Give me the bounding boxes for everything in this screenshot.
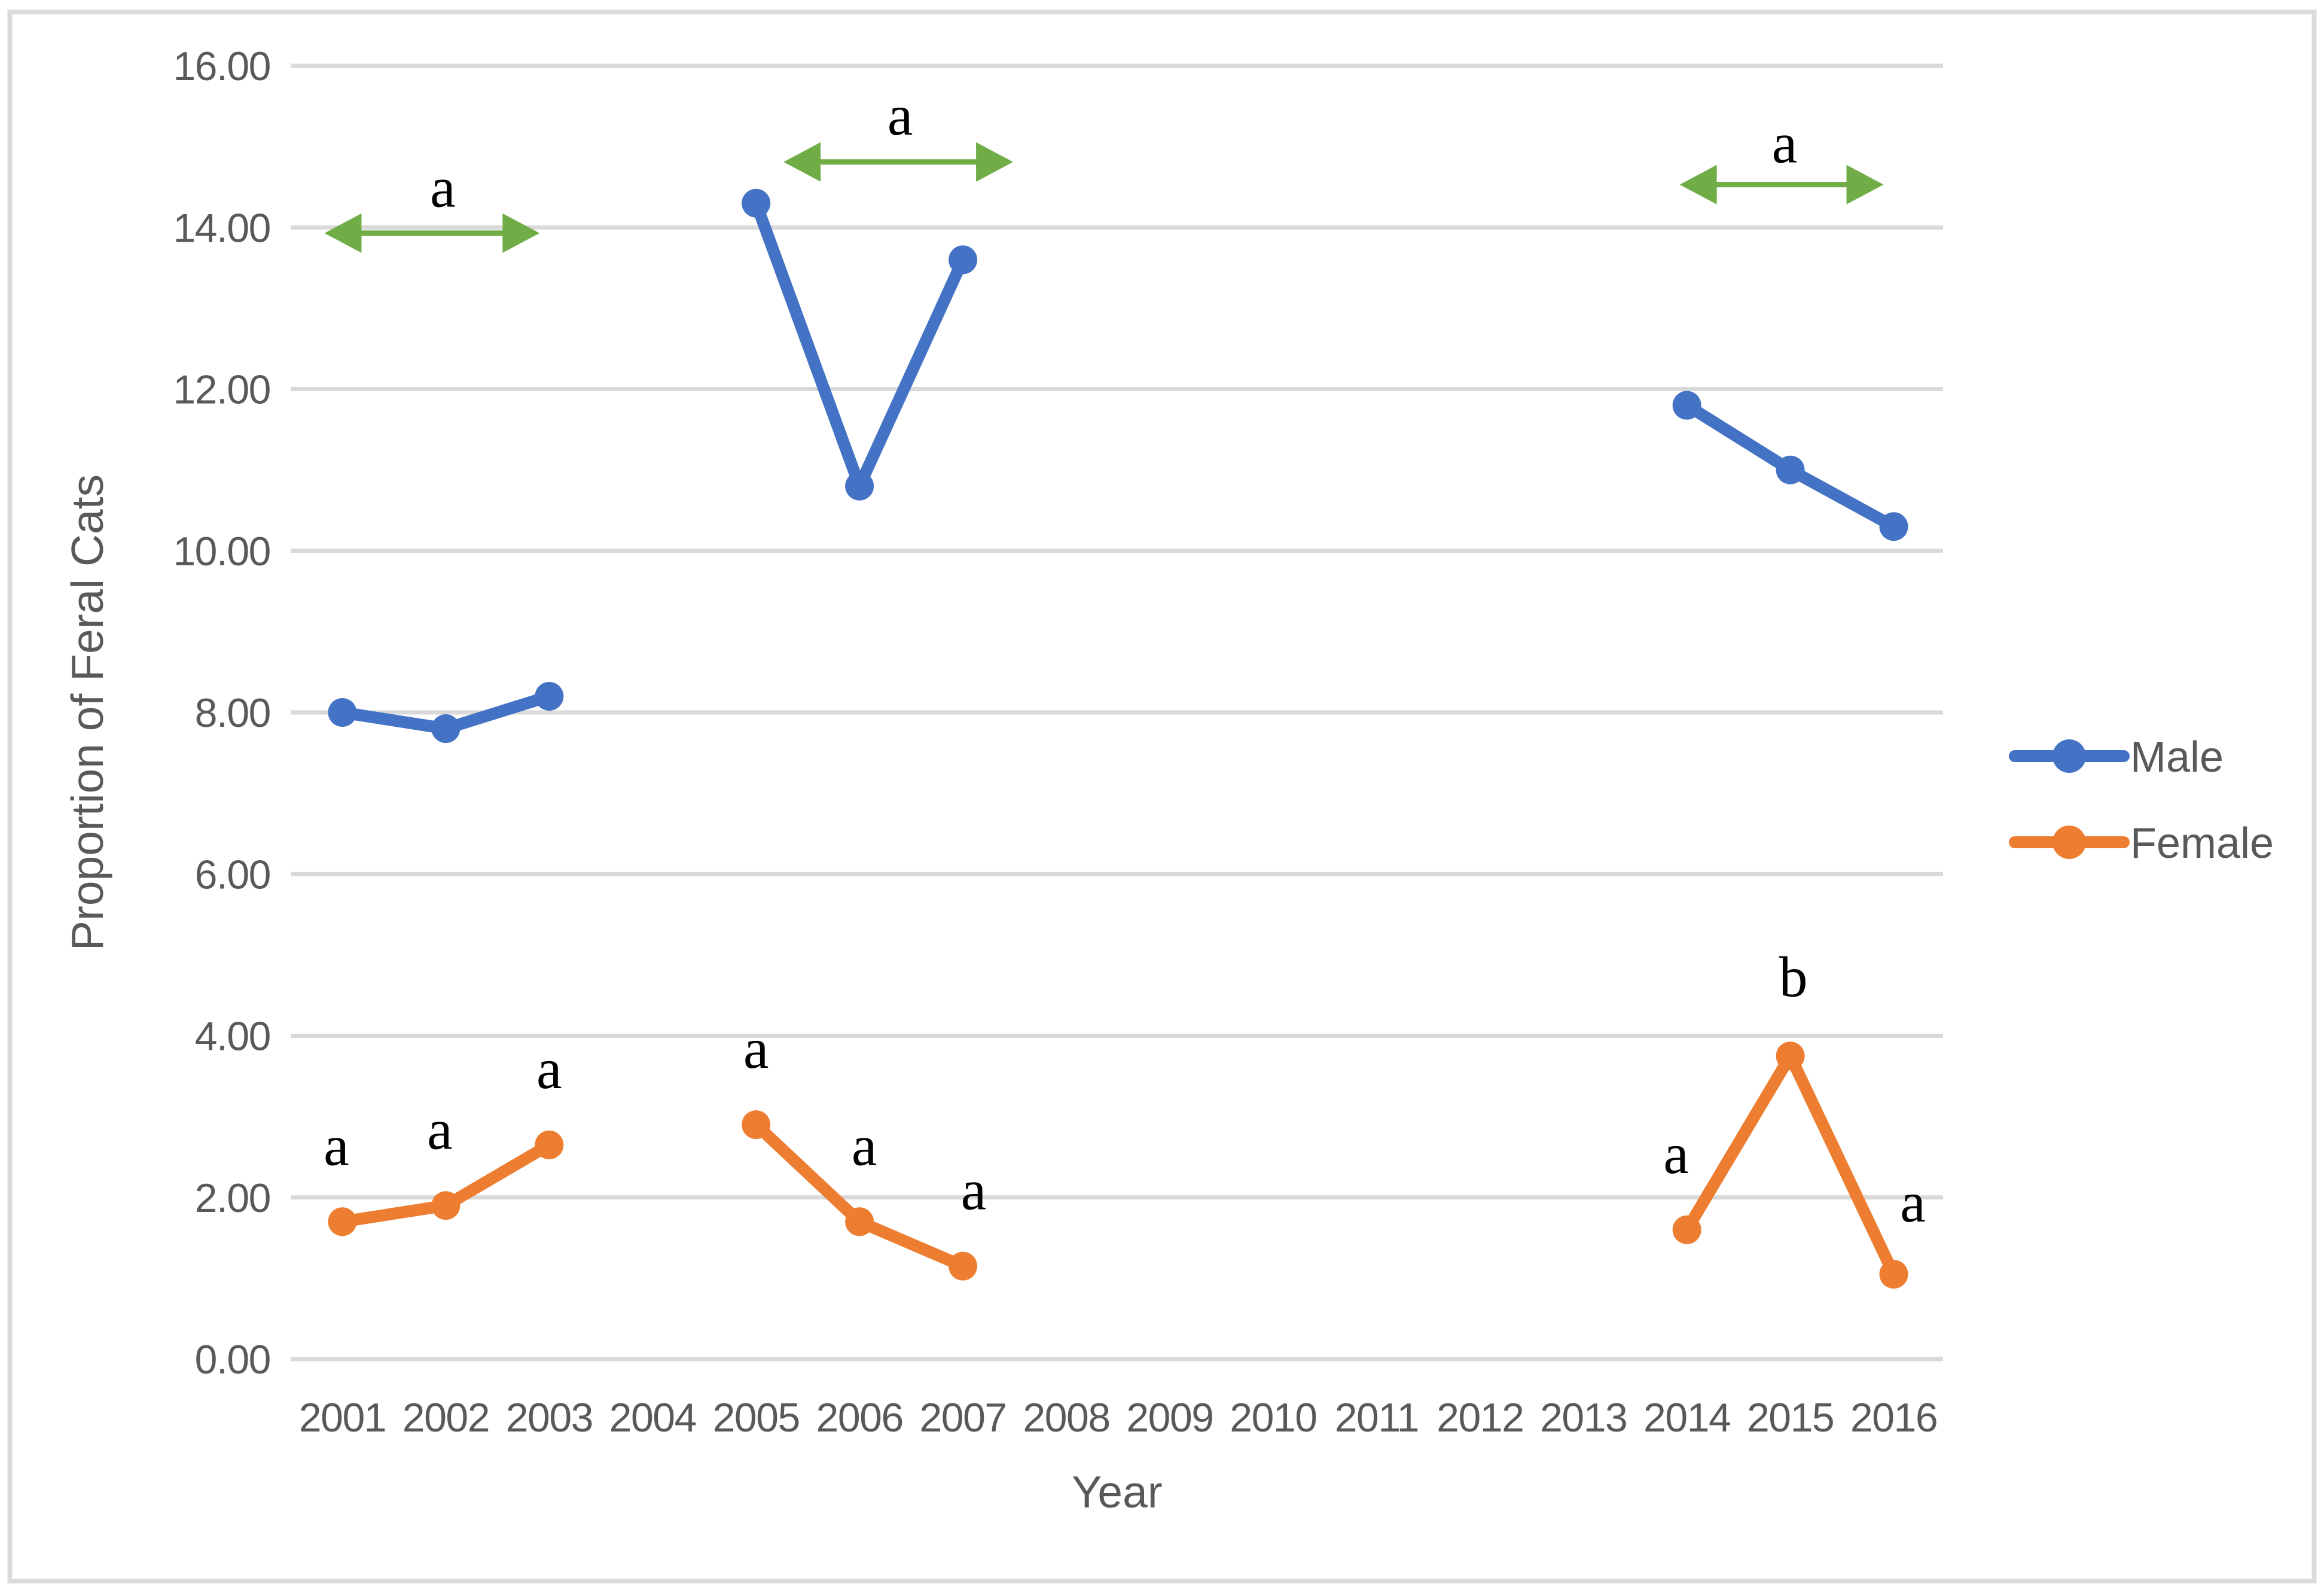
point-significance-letter-2006: a	[852, 1113, 877, 1177]
male-point-2016	[1879, 512, 1908, 541]
arrow-head-left-icon	[324, 213, 362, 253]
male-point-2005	[742, 188, 771, 218]
male-series	[328, 188, 1908, 744]
x-tick-label: 2013	[1540, 1395, 1627, 1440]
point-significance-letter-2001: a	[324, 1113, 349, 1177]
arrow-head-left-icon	[1679, 165, 1717, 205]
x-tick-label: 2014	[1643, 1395, 1730, 1440]
female-point-2002	[431, 1191, 460, 1220]
arrow-head-right-icon	[1846, 165, 1884, 205]
male-point-2007	[948, 245, 978, 275]
x-axis-tick-labels: 2001 2002 2003 2004 2005 2006 2007 2008 2009 2010…	[299, 1395, 1938, 1440]
point-significance-letter-2014: a	[1663, 1122, 1689, 1186]
arrow-head-right-icon	[502, 213, 540, 253]
y-axis-tick-labels: 0.00 2.00 4.00 6.00 8.00 10.00 12.00 14.00 16.00	[173, 44, 271, 1382]
point-significance-letter-2003: a	[536, 1037, 562, 1101]
x-tick-label: 2004	[609, 1395, 696, 1440]
gridlines	[291, 63, 1943, 1361]
legend-entry-male: Male	[2009, 733, 2224, 781]
x-tick-label: 2001	[299, 1395, 386, 1440]
female-segment-line	[1681, 1050, 1900, 1281]
x-tick-label: 2007	[919, 1395, 1006, 1440]
female-point-2016	[1879, 1260, 1908, 1289]
male-point-2001	[328, 698, 357, 727]
significance-arrow-group: a	[783, 83, 1014, 182]
x-axis-title: Year	[1072, 1467, 1163, 1517]
legend-label: Male	[2130, 733, 2224, 781]
significance-arrow-group: a	[1679, 111, 1884, 205]
legend-marker-dot-icon	[2052, 739, 2086, 773]
arrow-head-left-icon	[783, 142, 821, 182]
male-point-2003	[535, 681, 564, 711]
legend: Male Female	[2009, 733, 2274, 867]
x-tick-label: 2011	[1335, 1395, 1419, 1440]
male-point-2002	[431, 714, 460, 744]
x-tick-label: 2015	[1747, 1395, 1834, 1440]
significance-arrow-group: a	[324, 156, 540, 253]
significance-letter: a	[430, 156, 456, 220]
y-tick-label: 6.00	[195, 852, 270, 897]
female-point-2006	[845, 1207, 874, 1236]
female-point-2007	[948, 1251, 978, 1281]
male-point-2015	[1776, 455, 1805, 485]
male-point-2014	[1672, 391, 1701, 420]
point-significance-letter-2015: b	[1779, 945, 1808, 1009]
female-point-2015	[1776, 1041, 1805, 1071]
female-point-2003	[535, 1130, 564, 1159]
female-point-2001	[328, 1207, 357, 1236]
y-tick-label: 2.00	[195, 1175, 270, 1221]
significance-letter: a	[887, 83, 913, 147]
x-tick-label: 2010	[1230, 1395, 1316, 1440]
y-tick-label: 8.00	[195, 690, 270, 736]
significance-arrows: a a a	[324, 83, 1884, 253]
y-tick-label: 10.00	[173, 529, 270, 574]
x-tick-label: 2012	[1437, 1395, 1523, 1440]
y-tick-label: 14.00	[173, 205, 270, 251]
female-series: a a a a a a a b a	[324, 945, 1926, 1289]
point-significance-letter-2007: a	[961, 1158, 987, 1222]
legend-label: Female	[2130, 820, 2274, 867]
legend-entry-female: Female	[2009, 820, 2274, 867]
point-significance-letter-2005: a	[743, 1016, 769, 1080]
male-point-2006	[845, 471, 874, 501]
point-significance-letter-2002: a	[427, 1097, 453, 1161]
y-tick-label: 0.00	[195, 1337, 270, 1382]
y-axis-title: Proportion of Feral Cats	[62, 474, 112, 951]
legend-marker-dot-icon	[2052, 826, 2086, 859]
female-point-2014	[1672, 1215, 1701, 1244]
x-tick-label: 2009	[1126, 1395, 1213, 1440]
x-tick-label: 2016	[1850, 1395, 1937, 1440]
y-tick-label: 12.00	[173, 367, 270, 413]
y-tick-label: 4.00	[195, 1014, 270, 1059]
x-tick-label: 2002	[402, 1395, 489, 1440]
x-tick-label: 2005	[713, 1395, 800, 1440]
female-point-2005	[742, 1110, 771, 1140]
y-tick-label: 16.00	[173, 44, 270, 89]
x-tick-label: 2006	[816, 1395, 903, 1440]
arrow-head-right-icon	[976, 142, 1014, 182]
x-tick-label: 2008	[1023, 1395, 1109, 1440]
x-tick-label: 2003	[506, 1395, 593, 1440]
significance-letter: a	[1772, 111, 1798, 175]
male-segment-line	[750, 197, 969, 492]
figure-border	[7, 10, 2317, 1583]
point-significance-letter-2016: a	[1900, 1170, 1926, 1234]
